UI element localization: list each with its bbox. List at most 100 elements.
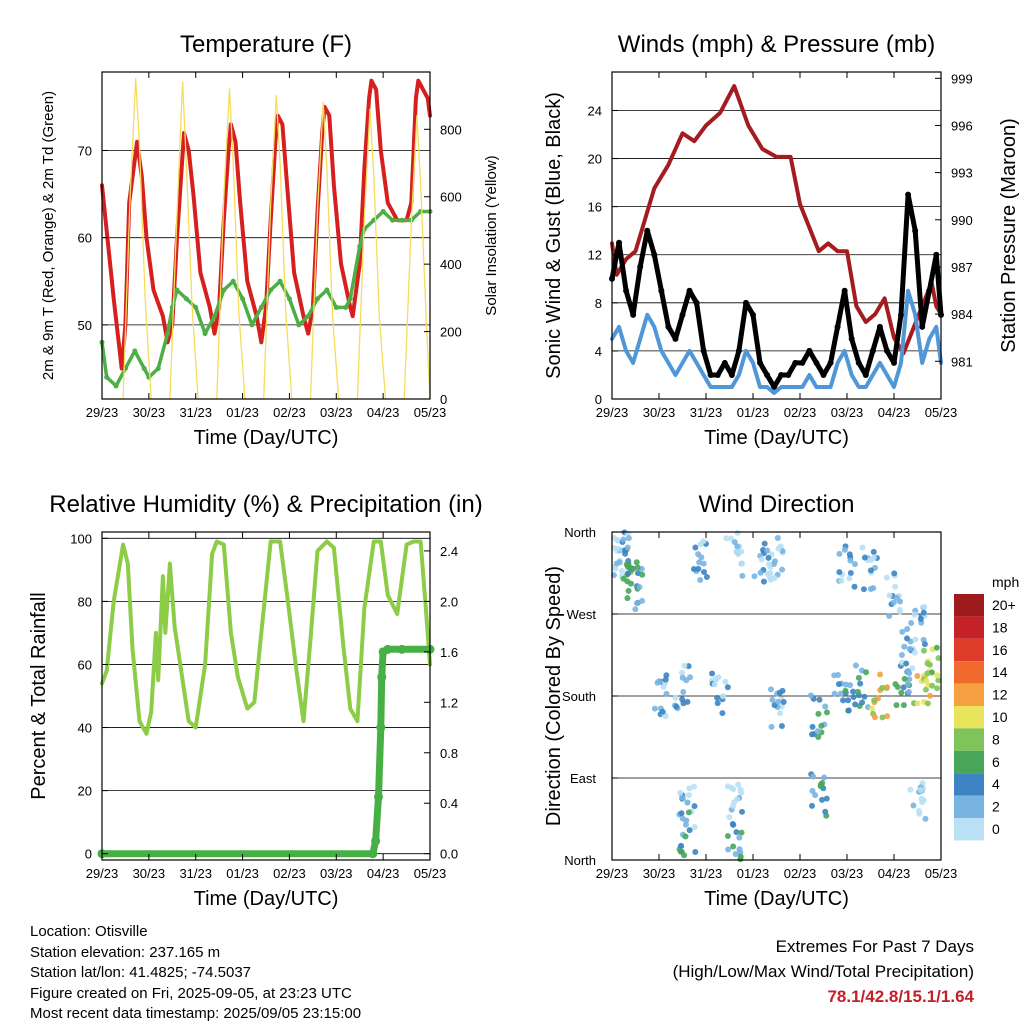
direction-point: [738, 548, 745, 555]
direction-point: [934, 672, 941, 679]
series-pressure: [610, 84, 943, 356]
direction-point: [814, 728, 821, 735]
y2-tick-label: 996: [951, 118, 973, 133]
x-axis-label: Time (Day/UTC): [704, 888, 849, 910]
direction-point: [765, 554, 772, 561]
y-tick-label: 24: [588, 103, 602, 118]
y2-tick-label: 0: [440, 392, 447, 407]
series-precip: [98, 645, 434, 858]
point-dewpoint: [193, 304, 199, 310]
direction-point: [846, 575, 853, 582]
x-tick-label: 05/23: [414, 405, 447, 420]
point-dewpoint: [155, 365, 161, 371]
direction-point: [776, 710, 783, 717]
point-gust: [651, 251, 658, 258]
legend-swatch: [954, 795, 984, 818]
direction-point: [870, 554, 877, 561]
latlon-text: Station lat/lon: 41.4825; -74.5037: [30, 964, 252, 981]
direction-point: [836, 550, 843, 557]
direction-point: [871, 697, 878, 704]
legend-swatch: [954, 818, 984, 841]
point-dewpoint: [211, 313, 217, 319]
point-gust: [869, 347, 876, 354]
plot-frame: [101, 71, 431, 400]
direction-point: [911, 649, 918, 656]
direction-point: [700, 560, 707, 567]
direction-point: [884, 684, 891, 691]
point-gust: [883, 347, 890, 354]
direction-point: [810, 773, 817, 780]
x-tick-label: 30/23: [643, 866, 676, 881]
point-dewpoint: [357, 243, 363, 249]
direction-point: [879, 714, 886, 721]
direction-point: [673, 703, 680, 710]
direction-point: [816, 696, 823, 703]
direction-point: [719, 710, 726, 717]
legend-label: 18: [992, 619, 1008, 635]
direction-point: [730, 843, 737, 850]
direction-point: [914, 700, 921, 707]
y-tick-label: 16: [588, 200, 602, 215]
direction-point: [893, 702, 900, 709]
legend-swatch: [954, 683, 984, 706]
y2-tick-label: 2.4: [440, 544, 458, 559]
direction-point: [912, 636, 919, 643]
x-tick-label: 04/23: [878, 866, 911, 881]
direction-point: [767, 686, 774, 693]
point-gust: [898, 311, 905, 318]
y2-tick-label: 600: [440, 190, 462, 205]
direction-point: [692, 544, 699, 551]
x-tick-label: 02/23: [784, 405, 817, 420]
point-dewpoint: [249, 322, 255, 328]
y2-tick-label: 987: [951, 260, 973, 275]
x-tick-label: 05/23: [414, 866, 447, 881]
direction-point: [859, 544, 866, 551]
direction-point: [775, 545, 782, 552]
direction-point: [837, 690, 844, 697]
direction-point: [908, 620, 915, 627]
point-gust: [757, 359, 764, 366]
direction-point: [685, 809, 692, 816]
direction-point: [726, 814, 733, 821]
point-gust: [799, 359, 806, 366]
direction-point: [684, 799, 691, 806]
point-gust: [665, 323, 672, 330]
direction-point: [703, 574, 710, 581]
direction-point: [722, 678, 729, 685]
direction-point: [818, 722, 825, 729]
extremes-subtitle: (High/Low/Max Wind/Total Precipitation): [672, 962, 974, 981]
point-gust: [616, 239, 623, 246]
direction-point: [884, 713, 891, 720]
y2-axis-label: Station Pressure (Maroon): [998, 118, 1020, 353]
direction-point: [809, 723, 816, 730]
direction-point: [904, 625, 911, 632]
direction-point: [861, 693, 868, 700]
direction-point: [739, 560, 746, 567]
direction-point: [723, 535, 730, 542]
direction-point: [870, 585, 877, 592]
y-tick-label: 12: [588, 248, 602, 263]
direction-point: [924, 660, 931, 667]
direction-point: [711, 681, 718, 688]
direction-point: [724, 684, 731, 691]
direction-point: [698, 554, 705, 561]
direction-point: [731, 539, 738, 546]
direction-point: [917, 786, 924, 793]
direction-point: [633, 559, 640, 566]
y-tick-label: West: [567, 607, 597, 622]
point-gust: [905, 191, 912, 198]
point-gust: [672, 335, 679, 342]
direction-point: [847, 557, 854, 564]
direction-point: [867, 567, 874, 574]
direction-point: [639, 597, 646, 604]
direction-point: [890, 599, 897, 606]
station-info: Location: Otisville Station elevation: 2…: [30, 922, 361, 1025]
chart-humidity: 29/23 30/23 31/23 01/23 02/23 03/23 04/23 05/23…: [28, 491, 483, 910]
direction-point: [714, 700, 721, 707]
legend-label: 0: [992, 821, 1000, 837]
point-gust: [820, 371, 827, 378]
point-dewpoint: [296, 322, 302, 328]
point-gust: [891, 359, 897, 366]
direction-point: [868, 705, 875, 712]
point-gust: [813, 359, 820, 366]
